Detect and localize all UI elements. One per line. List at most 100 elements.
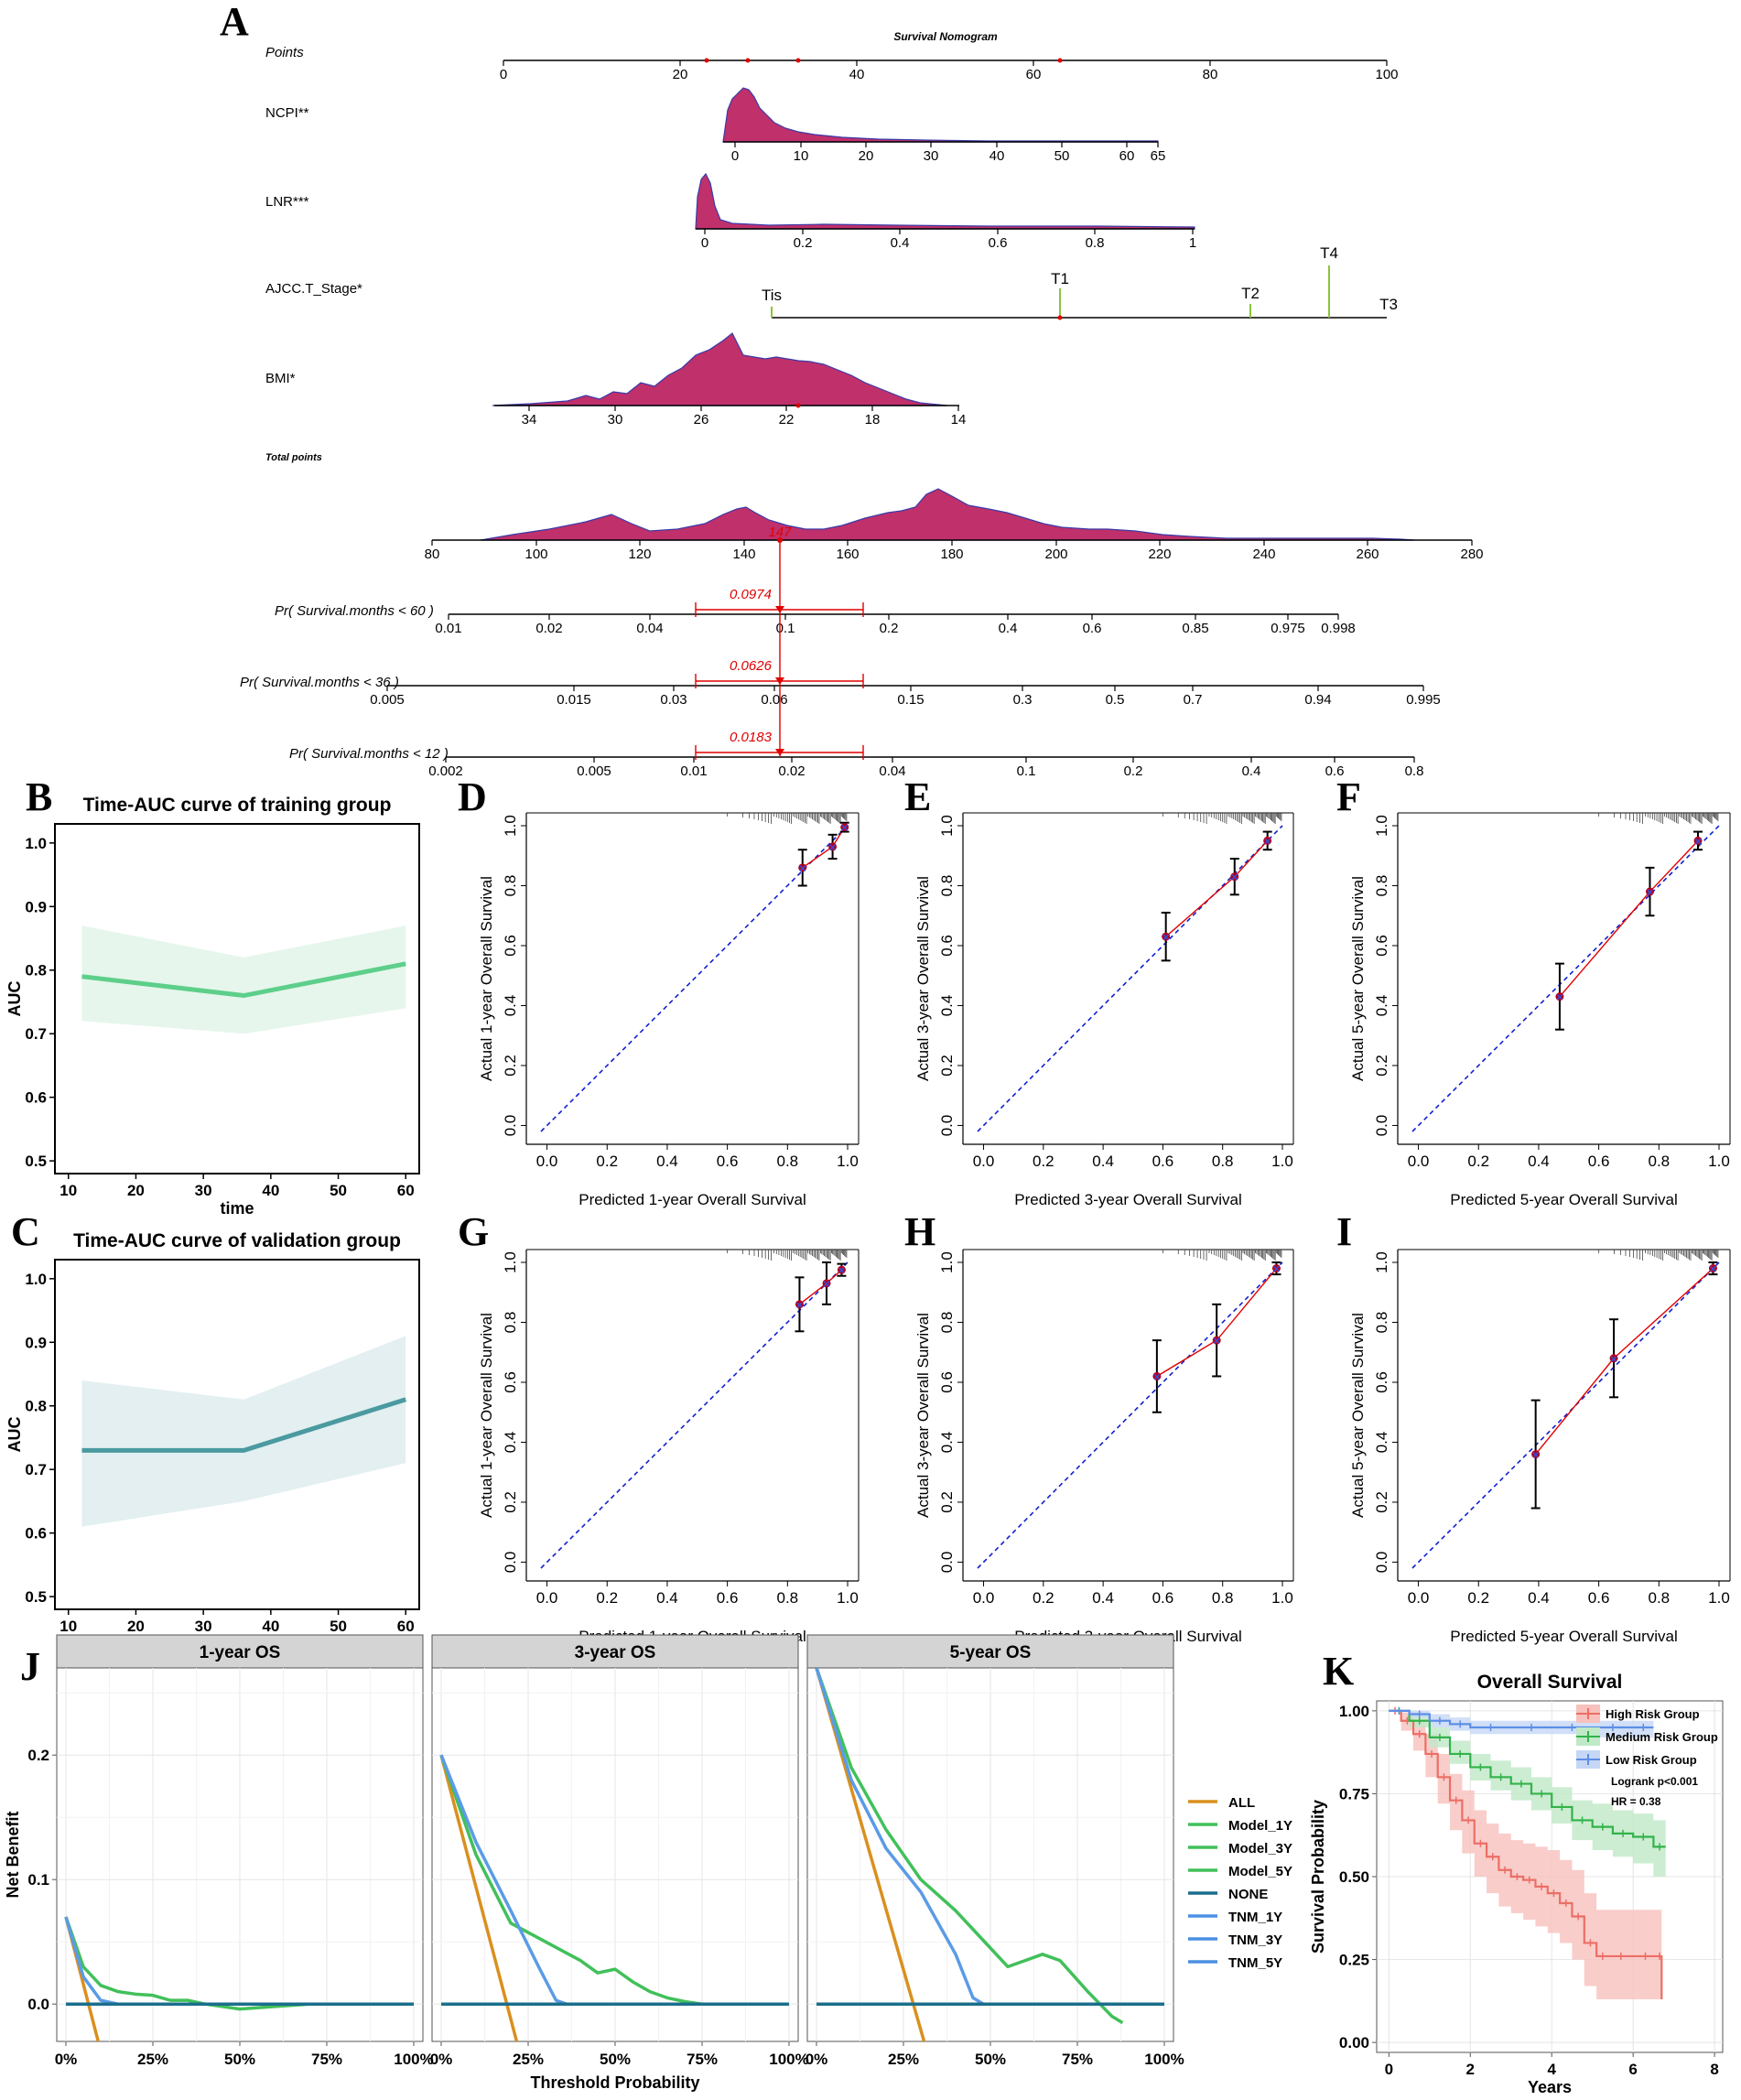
points-tick-label: 40 [849, 67, 865, 82]
cal-xtick-label: 0.2 [596, 1153, 618, 1170]
auc-ytick-label: 1.0 [25, 1271, 47, 1288]
auc-ytick-label: 0.7 [25, 1461, 47, 1478]
lnr-tick-label: 0.8 [1086, 235, 1105, 251]
dca-strip [56, 1634, 424, 1669]
auc-line [81, 1397, 407, 1453]
cal-ytick-label: 0.8 [1373, 1312, 1390, 1334]
dca-lines [64, 1916, 414, 2041]
pr60-tick-label: 0.01 [435, 621, 461, 636]
cal-xtick-label: 0.2 [1467, 1589, 1489, 1607]
pr36-tick-label: 0.15 [897, 692, 924, 708]
cal-point-cross: × [841, 821, 849, 835]
tstage-t3: T3 [1379, 296, 1398, 313]
auc-xtick-label: 10 [59, 1182, 77, 1199]
cal-point-cross: × [799, 861, 806, 875]
cal-point-cross: × [1610, 1352, 1617, 1366]
dca-legend-label: ALL [1228, 1795, 1255, 1811]
auc-xtick-label: 20 [127, 1182, 145, 1199]
dca-strip [431, 1634, 799, 1669]
cal-xtick-label: 0.4 [1092, 1153, 1114, 1170]
ncpi-tick-label: 0 [731, 148, 739, 164]
calibration-panel-e: × × × 0.0 0.0 0.2 0.2 0.4 0.4 0.6 0.6 0.8 0.8 1.0 1.0 P… [914, 812, 1294, 1208]
total-tick-label: 120 [628, 547, 651, 562]
dca-xtick-label: 50% [600, 2051, 631, 2068]
cal-xlabel: Predicted 3-year Overall Survival [1014, 1191, 1241, 1208]
cal-point-cross: × [1264, 834, 1271, 848]
cal-point-cross: × [1710, 1262, 1717, 1276]
pr12-tick-label: 0.005 [577, 763, 611, 779]
auc-xtick-label: 50 [330, 1618, 347, 1635]
dca-strip [806, 1634, 1174, 1669]
pr12-tick-label: 0.4 [1242, 763, 1261, 779]
auc-xtick-label: 60 [397, 1618, 415, 1635]
cal-xtick-label: 1.0 [1271, 1589, 1293, 1607]
cal-xtick-label: 0.8 [1648, 1589, 1670, 1607]
cal-ytick-label: 0.8 [502, 875, 519, 897]
pr60-tick-label: 0.6 [1083, 621, 1102, 636]
pr36-tick-label: 0.7 [1184, 692, 1203, 708]
pr12-tick-label: 0.6 [1325, 763, 1345, 779]
cal-xtick-label: 0.0 [536, 1589, 558, 1607]
total-density [480, 488, 1415, 541]
pr36-tick-label: 0.06 [761, 692, 787, 708]
bmi-marker [795, 403, 801, 408]
cal-xtick-label: 0.8 [1212, 1589, 1234, 1607]
cal-point-cross: × [823, 1277, 830, 1291]
cal-xtick-label: 1.0 [837, 1153, 859, 1170]
cal-xlabel: Predicted 5-year Overall Survival [1450, 1628, 1677, 1645]
cal-ytick-label: 0.6 [1373, 935, 1390, 957]
cal-ytick-label: 1.0 [1373, 1251, 1390, 1273]
bmi-tick-label: 34 [522, 412, 537, 428]
km-hr: HR = 0.38 [1611, 1795, 1661, 1808]
total-tick-label: 260 [1356, 547, 1379, 562]
panel-k-km: Overall Survival 0 2 4 6 8 0.00 0.25 0.50 0.75 1.0… [1309, 1672, 1724, 2096]
cal-ytick-label: 0.4 [1373, 1432, 1390, 1454]
points-tick-label: 0 [500, 67, 507, 82]
pr12-tick-label: 0.02 [778, 763, 805, 779]
cal-xtick-label: 0.0 [973, 1589, 995, 1607]
dca-lines [439, 1754, 789, 2041]
auc-title: Time-AUC curve of training group [83, 795, 392, 816]
dca-xtick-label: 100% [394, 2051, 433, 2068]
pr36-tick-label: 0.995 [1406, 692, 1441, 708]
cal-point [1693, 836, 1703, 845]
cal-ytick-label: 0.6 [502, 935, 519, 957]
cal-ytick-label: 0.6 [1373, 1371, 1390, 1393]
arrow-pr36 [775, 677, 784, 685]
cal-xtick-label: 0.6 [1152, 1589, 1174, 1607]
dca-xtick-label: 0% [430, 2051, 453, 2068]
dca-xtick-label: 25% [888, 2051, 919, 2068]
dca-ytick-label: 0.0 [27, 1996, 49, 2013]
points-tick-label: 20 [673, 67, 688, 82]
panel-label-d: D [458, 774, 487, 819]
dca-xtick-label: 75% [687, 2051, 718, 2068]
points-tick-label: 60 [1026, 67, 1042, 82]
km-title: Overall Survival [1477, 1672, 1623, 1693]
cal-xtick-label: 0.4 [656, 1589, 678, 1607]
cal-ytick-label: 0.2 [1373, 1055, 1390, 1077]
cal-ytick-label: 0.8 [938, 1312, 956, 1334]
panel-b-auc-training: Time-AUC curve of training group 0.5 0.6 0.… [5, 795, 420, 1218]
cal-xtick-label: 0.8 [776, 1589, 798, 1607]
auc-ytick-label: 0.9 [25, 898, 47, 915]
cal-ytick-label: 0.0 [1373, 1115, 1390, 1137]
km-xtick-label: 2 [1466, 2061, 1475, 2078]
nomogram-title: Survival Nomogram [893, 30, 998, 43]
panel-label-c: C [11, 1209, 40, 1254]
dca-line-model_1y [64, 1916, 414, 2011]
cal-ytick-label: 0.4 [938, 995, 956, 1017]
cal-point [1271, 1264, 1281, 1273]
cal-point [795, 1300, 804, 1309]
cal-xtick-label: 0.8 [1212, 1153, 1234, 1170]
dca-line-model_3y [439, 1754, 703, 2006]
pr60-tick-label: 0.2 [880, 621, 899, 636]
panel-label-h: H [904, 1209, 935, 1254]
cal-point [1609, 1354, 1618, 1363]
dca-facet: 1-year OS 0% 25% 50% 75% 100% 0.0 0.1 0.2 [27, 1634, 434, 2068]
cal-point-cross: × [1213, 1334, 1220, 1348]
auc-xtick-label: 30 [195, 1618, 212, 1635]
cal-point-cross: × [1556, 990, 1563, 1004]
dca-facet: 5-year OS 0% 25% 50% 75% 100% [806, 1634, 1184, 2068]
dca-legend-label: TNM_1Y [1228, 1910, 1282, 1925]
cal-ytick-label: 0.2 [502, 1491, 519, 1513]
